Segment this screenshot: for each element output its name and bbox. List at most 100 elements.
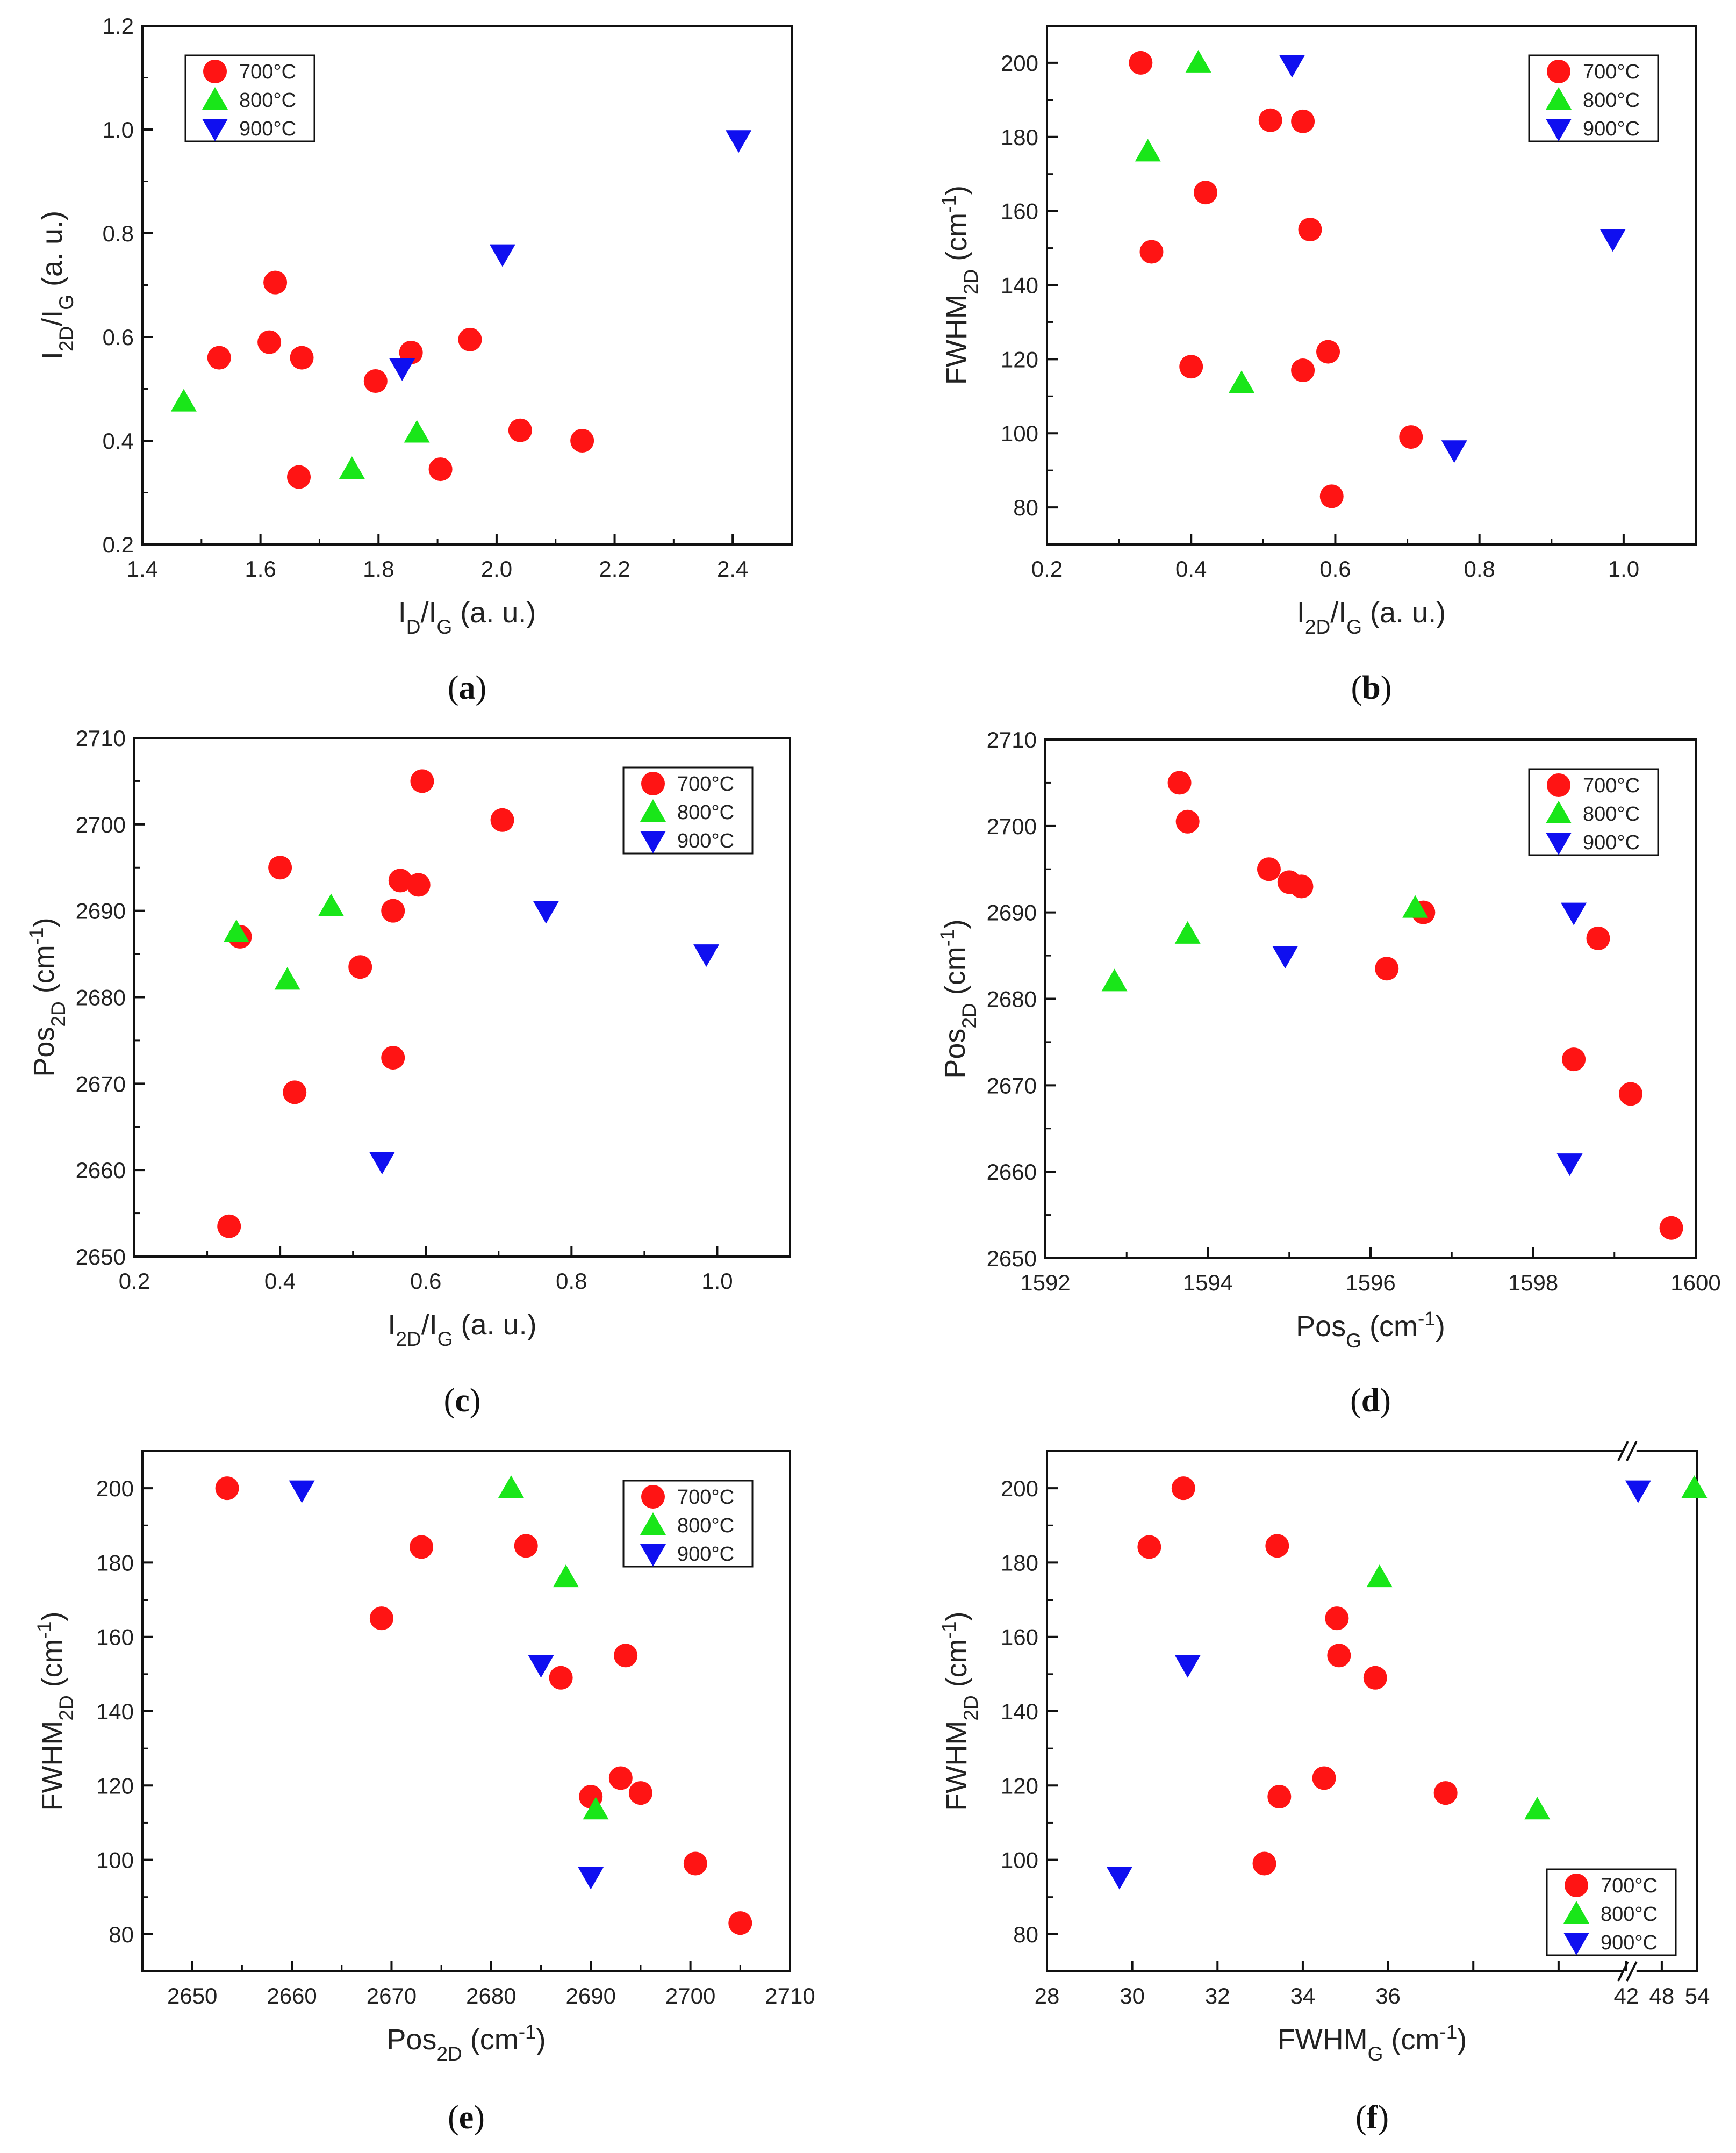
data-point: [170, 389, 197, 412]
legend-marker: [1563, 1933, 1589, 1955]
data-point: [1312, 1766, 1336, 1790]
x-axis-title: ID/IG (a. u.): [398, 597, 536, 638]
panel-f: 28 30 32 34 36 42 48 54 80 100 120 140 160 180 200 FWHM…: [938, 1441, 1710, 2136]
y-axis-title: Pos2D (cm-1): [936, 919, 980, 1078]
data-point: [410, 1535, 434, 1559]
y-tick-label: 2670: [987, 1073, 1037, 1098]
data-point: [489, 244, 515, 267]
legend-marker: [640, 831, 666, 853]
legend-marker: [640, 1544, 666, 1567]
data-point: [381, 899, 405, 923]
legend-label: 800°C: [677, 1515, 734, 1537]
x-tick-label: 2690: [566, 1983, 616, 2008]
legend-label: 800°C: [677, 801, 734, 824]
legend-label: 700°C: [239, 61, 296, 83]
data-point: [1363, 1666, 1387, 1690]
data-point: [406, 873, 431, 897]
x-tick-label: 1600: [1670, 1270, 1720, 1295]
panel-label: (a): [448, 670, 486, 706]
data-point: [428, 457, 453, 482]
data-point: [726, 130, 752, 153]
x-tick-label: 1592: [1020, 1270, 1070, 1295]
series-800C: [170, 389, 430, 479]
data-point: [1257, 857, 1281, 881]
legend-marker: [641, 1485, 665, 1509]
data-point: [1174, 1655, 1201, 1678]
data-point: [628, 1781, 652, 1805]
data-point: [1229, 370, 1255, 393]
legend-marker: [1546, 801, 1572, 823]
data-point: [1441, 440, 1467, 463]
legend-label: 900°C: [677, 1543, 734, 1566]
panel-b: 0.2 0.4 0.6 0.8 1.0 80 100 120 140 160 180 200 I2D/I…: [938, 25, 1697, 706]
legend-marker: [640, 799, 666, 822]
x-tick-label: 54: [1685, 1983, 1710, 2008]
data-point: [1366, 1564, 1393, 1588]
y-tick-label: 2680: [76, 985, 126, 1010]
legend: 700°C 800°C 900°C: [622, 1480, 754, 1568]
legend-label: 800°C: [239, 89, 296, 112]
data-point: [1185, 49, 1211, 73]
data-point: [528, 1655, 554, 1678]
y-tick-label: 1.0: [103, 117, 134, 142]
y-tick-label: 2650: [987, 1246, 1037, 1271]
data-point: [289, 1480, 315, 1503]
legend-marker: [1547, 773, 1570, 797]
series-800C: [498, 1475, 609, 1820]
x-tick-label: 2710: [765, 1983, 815, 2008]
x-tick-label: 0.4: [264, 1268, 296, 1294]
data-point: [1327, 1644, 1351, 1668]
legend-marker: [1546, 833, 1572, 855]
legend: 700°C 800°C 900°C: [1528, 54, 1659, 142]
y-tick-label: 80: [109, 1922, 134, 1947]
legend-marker: [1547, 60, 1570, 83]
series-800C: [1366, 1475, 1708, 1820]
data-point: [1402, 895, 1429, 918]
data-point: [1599, 229, 1626, 252]
legend-label: 700°C: [1583, 61, 1640, 83]
y-tick-label: 2690: [987, 900, 1037, 925]
x-tick-label: 1.0: [701, 1268, 733, 1294]
x-tick-label: 0.8: [1464, 556, 1495, 582]
data-point: [1659, 1216, 1683, 1240]
data-point: [570, 429, 594, 453]
panel-c: 0.2 0.4 0.6 0.8 1.0 2650 2660 2670 2680 2690 2700 2…: [25, 726, 791, 1419]
series-900C: [389, 130, 752, 381]
data-point: [410, 769, 434, 793]
series-900C: [1272, 902, 1587, 1176]
series-900C: [289, 1480, 604, 1890]
data-point: [1524, 1797, 1551, 1820]
data-point: [223, 919, 249, 942]
data-point: [1265, 1534, 1289, 1558]
data-point: [1258, 108, 1282, 132]
data-point: [1272, 946, 1299, 969]
data-point: [1135, 139, 1161, 162]
x-tick-label: 30: [1120, 1983, 1145, 2008]
legend-label: 700°C: [1601, 1875, 1658, 1897]
x-tick-label: 28: [1035, 1983, 1060, 2008]
panel-label: (b): [1351, 670, 1392, 706]
data-point: [1375, 957, 1399, 981]
series-900C: [1279, 55, 1626, 463]
data-point: [614, 1644, 638, 1668]
data-point: [274, 967, 300, 990]
data-point: [693, 944, 720, 967]
data-point: [1129, 51, 1153, 75]
y-tick-label: 2700: [987, 814, 1037, 839]
data-point: [381, 1046, 405, 1070]
series-900C: [1106, 1480, 1651, 1890]
legend-label: 900°C: [239, 118, 296, 140]
data-point: [608, 1766, 633, 1790]
y-tick-label: 180: [1001, 1550, 1038, 1575]
legend-label: 700°C: [677, 1486, 734, 1509]
y-tick-label: 120: [1001, 347, 1038, 372]
data-point: [1681, 1475, 1708, 1498]
series-800C: [223, 893, 344, 990]
y-tick-label: 160: [1001, 199, 1038, 224]
legend-label: 900°C: [1583, 118, 1640, 140]
y-tick-label: 200: [96, 1476, 134, 1501]
data-point: [389, 358, 415, 381]
y-tick-label: 2660: [987, 1159, 1037, 1185]
data-point: [458, 327, 482, 351]
panel-label: (d): [1350, 1382, 1391, 1419]
